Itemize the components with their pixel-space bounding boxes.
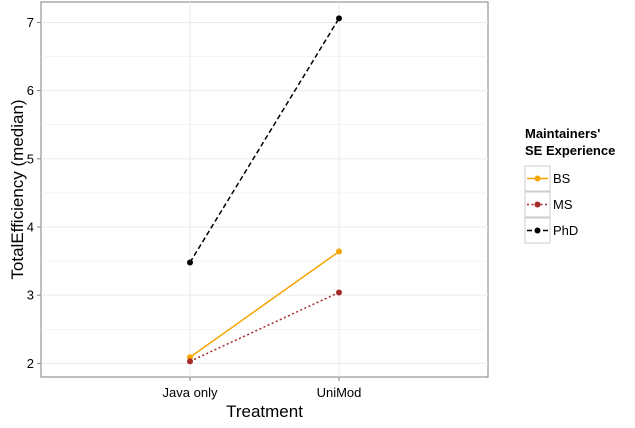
legend-item-bs: BS xyxy=(524,165,571,192)
legend-key-point xyxy=(534,201,541,208)
legend: Maintainers' SE Experience BS MS PhD xyxy=(524,126,615,244)
y-tick-label: 3 xyxy=(27,288,34,303)
legend-title-line2: SE Experience xyxy=(525,143,615,158)
series-lines xyxy=(187,15,342,365)
y-tick-label: 6 xyxy=(27,83,34,98)
data-point-ms xyxy=(336,289,342,296)
legend-item-ms: MS xyxy=(524,191,573,218)
legend-title-line1: Maintainers' xyxy=(525,126,600,141)
legend-label: BS xyxy=(553,171,571,186)
series-line-ms xyxy=(189,291,340,362)
x-tick-label: UniMod xyxy=(317,385,362,400)
legend-label: MS xyxy=(553,197,573,212)
legend-items: BS MS PhD xyxy=(524,165,578,244)
x-tick-label: Java only xyxy=(163,385,218,400)
y-tick-label: 7 xyxy=(27,15,34,30)
data-point-ms xyxy=(187,358,193,365)
legend-item-phd: PhD xyxy=(524,217,578,244)
data-point-phd xyxy=(336,15,342,22)
legend-key-point xyxy=(534,175,541,182)
plot-panel xyxy=(40,1,489,378)
legend-label: PhD xyxy=(553,223,578,238)
x-axis: Java only UniMod xyxy=(163,377,362,400)
data-point-phd xyxy=(187,259,193,266)
y-tick-label: 5 xyxy=(27,151,34,166)
y-tick-label: 4 xyxy=(27,220,34,235)
series-phd xyxy=(187,15,342,266)
series-ms xyxy=(187,289,342,365)
x-axis-title: Treatment xyxy=(226,402,303,421)
y-axis-title: TotalEfficiency (median) xyxy=(8,99,27,279)
y-tick-label: 2 xyxy=(27,356,34,371)
y-axis: 2 3 4 5 6 7 xyxy=(27,15,41,371)
grid-lines xyxy=(41,2,488,377)
legend-key-point xyxy=(534,227,541,234)
data-point-bs xyxy=(336,248,342,255)
series-line-bs xyxy=(189,250,340,358)
